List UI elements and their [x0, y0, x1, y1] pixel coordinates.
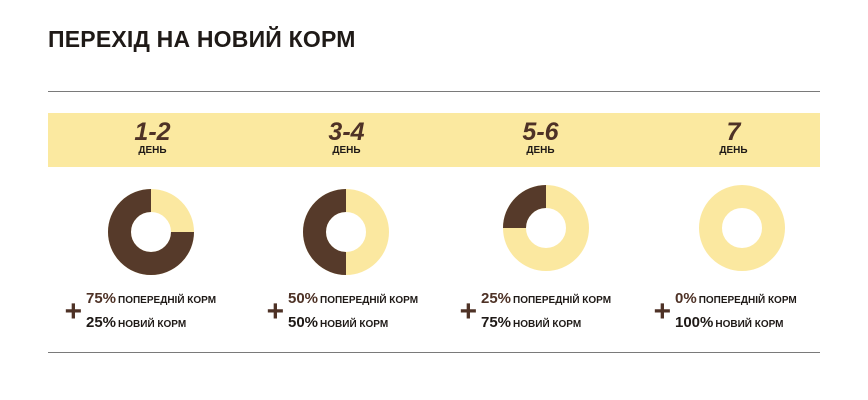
donut-segment-new-food	[699, 185, 785, 271]
new-food-label: НОВИЙ КОРМ	[715, 319, 784, 330]
day-range-label: 3-4	[328, 118, 365, 146]
day-unit-label: ДЕНЬ	[332, 145, 361, 156]
new-food-label: НОВИЙ КОРМ	[118, 319, 187, 330]
bottom-divider	[48, 352, 820, 353]
legend-day-2: + 50% ПОПЕРЕДНІЙ КОРМ 50% НОВИЙ КОРМ	[266, 288, 466, 338]
legend-new-food: 25% НОВИЙ КОРМ	[86, 314, 186, 332]
donut-segment-previous-food	[303, 189, 347, 275]
day-column-3: 5-6 ДЕНЬ	[444, 113, 637, 167]
plus-icon: +	[653, 295, 671, 328]
previous-food-label: ПОПЕРЕДНІЙ КОРМ	[320, 295, 419, 306]
legend-day-1: + 75% ПОПЕРЕДНІЙ КОРМ 25% НОВИЙ КОРМ	[64, 288, 264, 338]
previous-food-label: ПОПЕРЕДНІЙ КОРМ	[513, 295, 612, 306]
plus-icon: +	[64, 295, 82, 328]
new-food-percent: 25%	[86, 314, 117, 331]
day-unit-label: ДЕНЬ	[526, 145, 555, 156]
day-unit-label: ДЕНЬ	[719, 145, 748, 156]
previous-food-label: ПОПЕРЕДНІЙ КОРМ	[698, 295, 797, 306]
plus-icon: +	[459, 295, 477, 328]
legend-new-food: 50% НОВИЙ КОРМ	[288, 314, 388, 332]
legend-new-food: 100% НОВИЙ КОРМ	[675, 314, 784, 332]
previous-food-percent: 25%	[481, 290, 512, 307]
days-band: 1-2 ДЕНЬ 3-4 ДЕНЬ 5-6 ДЕНЬ 7 ДЕНЬ	[48, 113, 820, 167]
new-food-percent: 100%	[675, 314, 714, 331]
top-divider	[48, 91, 820, 92]
donut-segment-previous-food	[108, 189, 194, 275]
new-food-percent: 50%	[288, 314, 319, 331]
legend-previous-food: 50% ПОПЕРЕДНІЙ КОРМ	[288, 290, 418, 308]
previous-food-label: ПОПЕРЕДНІЙ КОРМ	[118, 295, 217, 306]
legend-day-3: + 25% ПОПЕРЕДНІЙ КОРМ 75% НОВИЙ КОРМ	[459, 288, 659, 338]
day-range-label: 7	[726, 118, 741, 146]
legend-new-food: 75% НОВИЙ КОРМ	[481, 314, 581, 332]
day-column-1: 1-2 ДЕНЬ	[56, 113, 249, 167]
new-food-percent: 75%	[481, 314, 512, 331]
donut-segment-previous-food	[503, 185, 547, 229]
day-range-label: 5-6	[522, 118, 559, 146]
legend-previous-food: 25% ПОПЕРЕДНІЙ КОРМ	[481, 290, 611, 308]
legend-previous-food: 75% ПОПЕРЕДНІЙ КОРМ	[86, 290, 216, 308]
legend-day-4: + 0% ПОПЕРЕДНІЙ КОРМ 100% НОВИЙ КОРМ	[653, 288, 853, 338]
day-unit-label: ДЕНЬ	[138, 145, 167, 156]
day-range-label: 1-2	[134, 118, 171, 146]
new-food-label: НОВИЙ КОРМ	[320, 319, 389, 330]
day-column-2: 3-4 ДЕНЬ	[250, 113, 443, 167]
day-column-4: 7 ДЕНЬ	[637, 113, 830, 167]
plus-icon: +	[266, 295, 284, 328]
legend-previous-food: 0% ПОПЕРЕДНІЙ КОРМ	[675, 290, 797, 308]
previous-food-percent: 75%	[86, 290, 117, 307]
page-title: ПЕРЕХІД НА НОВИЙ КОРМ	[48, 26, 356, 52]
previous-food-percent: 0%	[675, 290, 697, 307]
new-food-label: НОВИЙ КОРМ	[513, 319, 582, 330]
previous-food-percent: 50%	[288, 290, 319, 307]
